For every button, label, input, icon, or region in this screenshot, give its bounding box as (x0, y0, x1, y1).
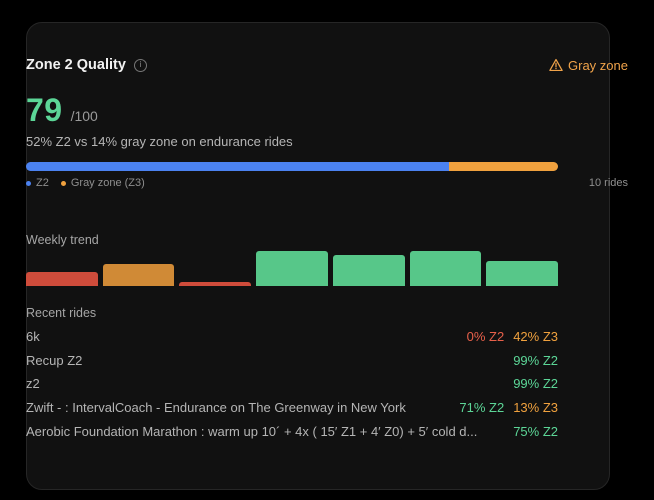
card-title: Zone 2 Quality (26, 57, 126, 73)
gray-zone-badge: Gray zone (549, 58, 628, 73)
ride-z2-percent: 99% Z2 (513, 352, 558, 368)
legend-label-z2: Z2 (36, 177, 49, 189)
ride-row[interactable]: Aerobic Foundation Marathon : warm up 10… (26, 419, 558, 443)
ride-count: 10 rides (588, 177, 628, 189)
trend-bar-week-7 (486, 260, 558, 286)
ride-z2-percent: 71% Z2 (459, 400, 505, 416)
ride-name: Aerobic Foundation Marathon : warm up 10… (26, 423, 478, 439)
legend-item-gray-zone: Gray zone (Z3) (60, 177, 145, 189)
ride-row[interactable]: Zwift - : IntervalCoach - Endurance on T… (26, 396, 558, 420)
ride-stats: 99% Z2 (513, 376, 558, 391)
ride-row[interactable]: Recup Z2 99% Z2 (26, 349, 558, 373)
score-max: /100 (70, 108, 98, 124)
legend-item-z2: Z2 (26, 177, 49, 189)
trend-bar-week-3 (179, 281, 252, 286)
summary-text: 52% Z2 vs 14% gray zone on endurance rid… (26, 134, 293, 149)
progress-legend: Z2 Gray zone (Z3) 10 rides (26, 177, 628, 189)
ride-stats: 99% Z2 (513, 353, 558, 368)
recent-rides-list: 6k 0% Z2 42% Z3 Recup Z2 99% Z2 z2 99% Z2 Zwift… (26, 325, 558, 443)
trend-bar-week-4 (256, 251, 328, 286)
ride-z3-percent: 13% Z3 (513, 400, 558, 416)
legend-label-gray-zone: Gray zone (Z3) (70, 177, 145, 189)
ride-stats: 0% Z2 42% Z3 (467, 329, 558, 344)
progress-segment-z2 (26, 162, 449, 171)
trend-bar-week-1 (26, 272, 98, 286)
title-group: Zone 2 Quality i (26, 57, 147, 73)
gray-zone-dot-icon (60, 180, 66, 186)
recent-rides-label: Recent rides (26, 306, 97, 320)
ride-name: Recup Z2 (26, 352, 83, 368)
ride-name: Zwift - : IntervalCoach - Endurance on T… (26, 400, 406, 416)
ride-z2-percent: 99% Z2 (513, 376, 558, 392)
ride-row[interactable]: z2 99% Z2 (26, 372, 558, 396)
card-header: Zone 2 Quality i Gray zone (26, 54, 628, 76)
info-icon[interactable]: i (133, 58, 147, 72)
warning-triangle-icon (549, 58, 563, 72)
ride-name: z2 (26, 376, 40, 392)
trend-bar-week-6 (409, 251, 482, 286)
ride-row[interactable]: 6k 0% Z2 42% Z3 (26, 325, 558, 349)
zone-progress-bar (26, 162, 558, 171)
weekly-trend-label: Weekly trend (26, 233, 99, 247)
ride-stats: 71% Z2 13% Z3 (459, 400, 558, 415)
ride-z2-percent: 0% Z2 (466, 329, 505, 345)
progress-segment-gray-zone (448, 162, 558, 171)
trend-bar-week-5 (332, 255, 405, 286)
ride-z2-percent: 75% Z2 (513, 423, 558, 439)
ride-z3-percent: 42% Z3 (513, 329, 558, 345)
z2-dot-icon (26, 180, 31, 186)
score-row: 79 /100 (26, 92, 98, 129)
score-value: 79 (26, 92, 63, 128)
ride-stats: 75% Z2 (513, 424, 558, 439)
weekly-trend-chart (26, 250, 558, 286)
gray-zone-label: Gray zone (568, 57, 628, 73)
ride-name: 6k (26, 329, 40, 345)
trend-bar-week-2 (102, 263, 175, 286)
